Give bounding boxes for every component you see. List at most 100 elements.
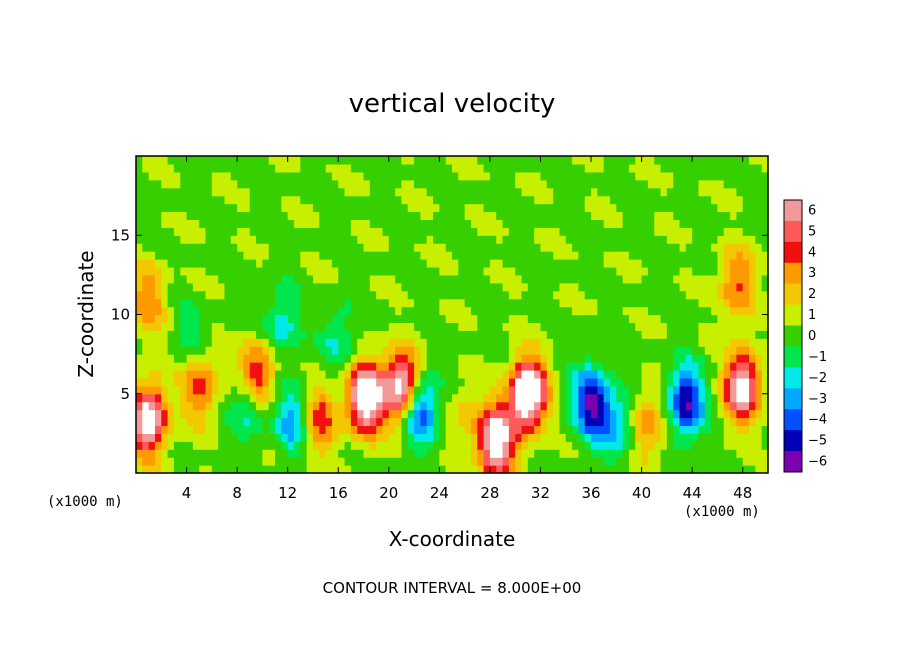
heat-cell — [439, 330, 447, 339]
heat-cell — [382, 219, 390, 228]
heat-cell — [534, 219, 542, 228]
heat-cell — [199, 266, 207, 276]
heat-cell — [439, 274, 447, 284]
heat-cell — [325, 156, 333, 165]
heat-cell — [534, 441, 542, 450]
heat-cell — [344, 409, 352, 419]
heat-cell — [224, 338, 232, 347]
heat-cell — [142, 171, 150, 181]
heat-cell — [616, 417, 624, 427]
heat-cell — [458, 314, 466, 324]
heat-cell — [426, 417, 434, 427]
heat-cell — [546, 290, 554, 300]
heat-cell — [489, 385, 497, 395]
heat-cell — [192, 203, 200, 213]
heat-cell — [312, 235, 320, 244]
heat-cell — [717, 259, 725, 268]
heat-cell — [338, 457, 346, 466]
heat-cell — [319, 417, 327, 427]
heat-cell — [154, 322, 162, 331]
heat-cell — [660, 266, 668, 276]
heat-cell — [610, 235, 617, 244]
heat-cell — [142, 465, 150, 474]
heat-cell — [452, 338, 459, 347]
heat-cell — [534, 338, 542, 347]
heat-cell — [154, 211, 162, 221]
heat-cell — [357, 179, 365, 189]
heat-cell — [401, 251, 409, 260]
heat-cell — [742, 441, 750, 450]
heat-cell — [730, 187, 737, 197]
heat-cell — [546, 266, 554, 276]
heat-cell — [553, 465, 561, 474]
heat-cell — [483, 338, 491, 347]
heat-cell — [186, 393, 194, 403]
heat-cell — [534, 259, 542, 268]
heat-cell — [477, 322, 485, 331]
heat-cell — [433, 401, 440, 411]
heat-cell — [584, 330, 592, 339]
heat-cell — [515, 187, 523, 197]
heat-cell — [685, 385, 693, 395]
heat-cell — [256, 433, 263, 442]
heat-cell — [534, 417, 542, 427]
heat-cell — [281, 171, 289, 181]
heat-cell — [350, 393, 358, 403]
heat-cell — [249, 251, 257, 260]
heat-cell — [464, 377, 472, 387]
heat-cell — [414, 235, 421, 244]
heat-cell — [496, 266, 504, 276]
heat-cell — [344, 290, 352, 300]
heat-cell — [502, 401, 510, 411]
heat-cell — [167, 203, 175, 213]
heat-cell — [685, 219, 693, 228]
heat-cell — [692, 409, 700, 419]
heat-cell — [300, 441, 308, 450]
heat-cell — [761, 354, 769, 363]
heat-cell — [755, 385, 763, 395]
heat-cell — [698, 298, 706, 308]
heat-cell — [559, 362, 567, 371]
heat-cell — [300, 433, 308, 442]
colorbar-swatch — [784, 283, 802, 306]
heat-cell — [477, 362, 485, 371]
heat-cell — [730, 465, 737, 474]
heat-cell — [230, 338, 238, 347]
heat-cell — [685, 354, 693, 363]
x-tick-label: 24 — [430, 484, 449, 502]
heat-cell — [154, 425, 162, 434]
heat-cell — [344, 393, 352, 403]
heat-cell — [470, 298, 478, 308]
heat-cell — [603, 401, 611, 411]
heat-cell — [439, 266, 447, 276]
heat-cell — [622, 362, 630, 371]
heat-cell — [559, 274, 567, 284]
heat-cell — [742, 417, 750, 427]
heat-cell — [388, 354, 396, 363]
heat-cell — [540, 179, 548, 189]
heat-cell — [540, 314, 548, 324]
heat-cell — [268, 227, 276, 236]
heat-cell — [192, 211, 200, 221]
heat-cell — [616, 457, 624, 466]
heat-cell — [540, 243, 548, 252]
heat-cell — [331, 179, 339, 189]
heat-cell — [483, 377, 491, 387]
heat-cell — [546, 179, 554, 189]
heat-cell — [489, 369, 497, 379]
heat-cell — [249, 362, 257, 371]
heat-cell — [534, 385, 542, 395]
heat-cell — [186, 290, 194, 300]
heat-cell — [268, 385, 276, 395]
heat-cell — [325, 203, 333, 213]
heat-cell — [452, 433, 459, 442]
heat-cell — [666, 203, 674, 213]
heat-cell — [167, 211, 175, 221]
heat-cell — [749, 409, 756, 419]
heat-cell — [445, 282, 453, 292]
heat-cell — [508, 362, 516, 371]
heat-cell — [338, 298, 346, 308]
heat-cell — [698, 156, 706, 165]
heat-cell — [338, 314, 346, 324]
heat-cell — [496, 156, 504, 165]
